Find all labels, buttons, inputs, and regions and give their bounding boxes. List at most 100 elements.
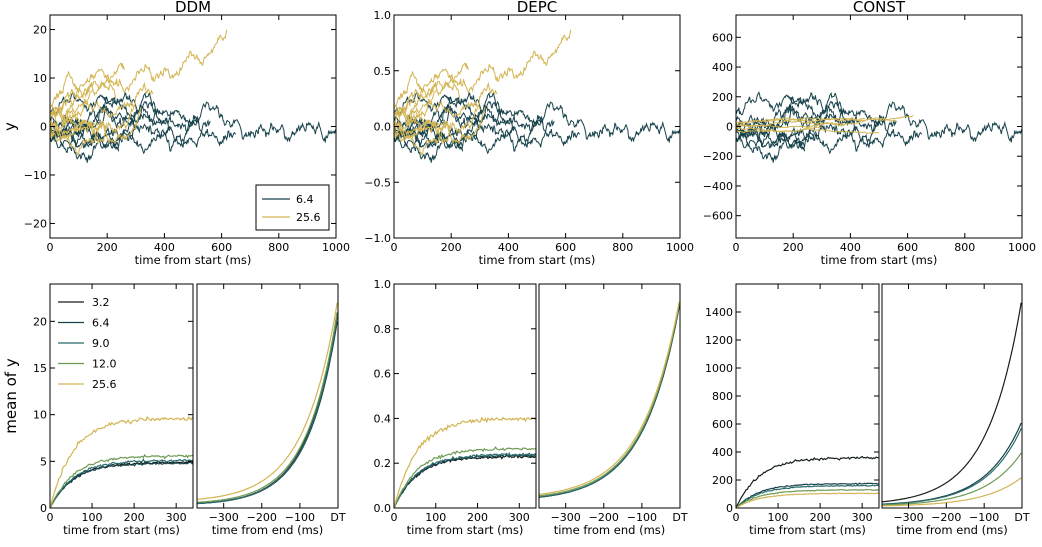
trace-25-6-8 [50,107,108,131]
x-tick-label: −300 [893,511,923,524]
mean-line-12-0 [736,488,879,508]
x-tick-label: −100 [285,511,315,524]
trace-25-6-1 [394,62,469,116]
trace-25-6-1 [50,62,125,116]
y-tick-label: −400 [703,180,733,193]
y-tick-label: −200 [703,150,733,163]
x-tick-label: 200 [441,241,462,254]
mean-line-6-4 [394,453,536,508]
y-tick-label: −0.5 [364,176,391,189]
trace-6-4-7 [50,91,200,149]
x-tick-label: 1000 [322,241,350,254]
trace-25-6-4 [50,82,154,136]
legend: 6.4 25.6 [255,184,330,231]
legend: 3.2 6.4 9.0 12.0 25.6 [58,296,117,391]
x-tick-label: −300 [209,511,239,524]
y-tick-label: 0.8 [374,323,392,336]
panel-ddm-mean-start: 0 100 200 300 0 5 10 15 20 time from start (ms) me… [2,283,194,537]
y-tick-label: 600 [712,418,733,431]
mean-line-3-2 [394,454,536,508]
trace-6-4-5 [394,134,464,163]
mean-line-9-0 [50,458,193,508]
x-tick-label: 100 [82,511,103,524]
legend-label: 6.4 [296,193,314,206]
trace-25-6-9 [50,107,142,156]
x-axis-label: time from start (ms) [749,523,866,537]
mean-line-12-0 [50,453,193,508]
x-tick-label: 0 [391,241,398,254]
x-tick-label: 800 [268,241,289,254]
y-tick-label: 20 [33,24,47,37]
x-axis-label: time from start (ms) [135,253,252,267]
y-tick-label: 400 [712,446,733,459]
x-tick-label: −300 [551,511,581,524]
trace-6-4-1 [394,91,680,152]
y-tick-label: −20 [24,217,47,230]
y-tick-label: −600 [703,210,733,223]
x-tick-label: −100 [969,511,999,524]
panel-depc-mean-start: 0 100 200 300 0.0 0.2 0.4 0.6 0.8 1.0 time from st… [374,278,537,537]
trace-25-6-2 [736,118,897,128]
trace-6-4-0 [50,114,237,155]
y-tick-label: 20 [33,315,47,328]
y-tick-label: 800 [712,390,733,403]
x-tick-label: 200 [97,241,118,254]
mean-line-3-2 [50,460,193,508]
x-tick-label: 600 [555,241,576,254]
x-tick-label: 300 [852,511,873,524]
mean-line-25-6 [394,416,536,508]
panel-const-mean-end: −300 −200 −100 DT time from end (ms) [881,283,1030,537]
y-tick-label: 0 [40,121,47,134]
legend-label: 9.0 [92,337,110,350]
x-axis-label: time from end (ms) [896,523,1008,537]
x-tick-label: 800 [612,241,633,254]
axes-frame [196,283,339,509]
y-tick-label: −1.0 [364,232,391,245]
panel-const-traces: 0 200 400 600 800 1000−600−400−2000200400600t… [703,0,1036,267]
legend-label: 25.6 [92,378,117,391]
axes-frame [881,283,1023,509]
trace-25-6-7 [394,119,429,136]
axes-frame [393,283,537,509]
x-tick-label: 800 [954,241,975,254]
panel-ddm-traces: 0 200 400 600 800 1000 −20 −10 0 10 20 time from st… [1,0,350,267]
panel-const-mean-start: 0 100 200 300 0 200 400 600 800 1000 1200 1400 time … [705,283,880,537]
y-axis-label: y [1,122,19,131]
trace-25-6-5 [736,126,823,134]
x-tick-label: 100 [425,511,446,524]
legend-label: 6.4 [92,317,110,330]
x-axis-label: time from start (ms) [407,523,524,537]
plot-area [197,302,338,505]
x-axis-label: time from start (ms) [63,523,180,537]
panel-title: CONST [853,0,906,16]
x-tick-label: 400 [840,241,861,254]
trace-25-6-1 [736,117,865,124]
plot-area [736,91,1022,163]
x-tick-label: −200 [589,511,619,524]
legend-label: 3.2 [92,296,110,309]
x-axis-label: time from start (ms) [821,253,938,267]
x-axis-label: time from end (ms) [212,523,324,537]
trace-6-4-0 [736,114,923,155]
x-tick-label: 300 [166,511,187,524]
trace-6-4-3 [736,110,857,149]
x-tick-label: 200 [467,511,488,524]
plot-area [736,455,879,508]
y-tick-label: 0.4 [374,412,392,425]
plot-area [50,29,336,163]
mean-line-12-0 [882,452,1022,506]
y-tick-label: 5 [40,455,47,468]
trace-25-6-3 [736,121,845,129]
mean-line-9-0 [197,316,338,505]
y-tick-label: 0 [726,502,733,515]
trace-25-6-0 [50,29,228,118]
trace-6-4-5 [736,134,806,163]
y-tick-label: 200 [712,91,733,104]
trace-25-6-8 [394,107,452,131]
trace-25-6-7 [50,119,85,136]
trace-25-6-5 [394,98,481,133]
trace-25-6-9 [394,107,486,156]
mean-line-6-4 [50,461,193,508]
mean-line-12-0 [539,303,680,497]
